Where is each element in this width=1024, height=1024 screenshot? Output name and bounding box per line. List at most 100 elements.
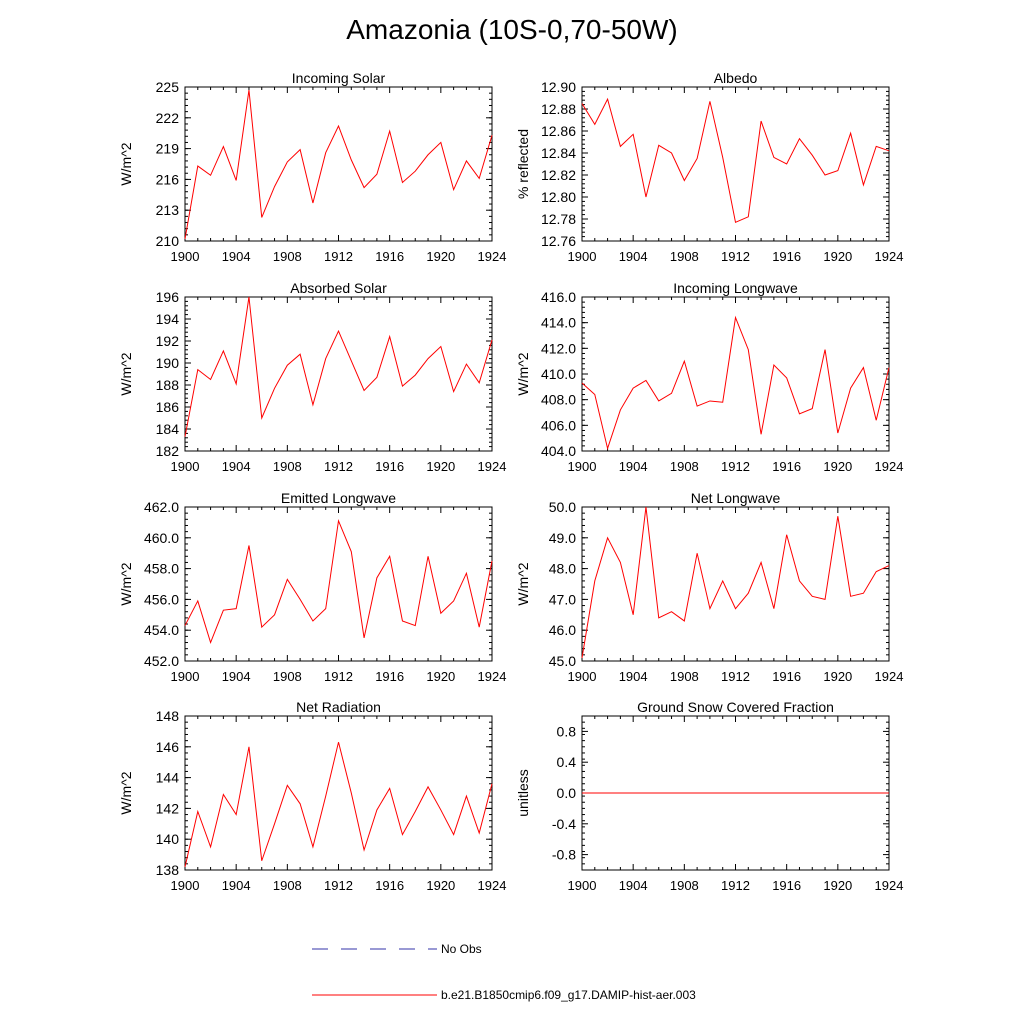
y-tick-label: -0.4 <box>552 816 576 832</box>
y-tick-label: 47.0 <box>549 591 576 607</box>
y-tick-label: 404.0 <box>541 443 576 459</box>
y-tick-label: 49.0 <box>549 530 576 546</box>
x-tick-label: 1924 <box>875 249 904 264</box>
plot-frame <box>184 296 493 452</box>
y-tick-label: 0.0 <box>557 785 577 801</box>
x-tick-label: 1900 <box>568 249 597 264</box>
x-tick-label: 1916 <box>375 669 404 684</box>
x-tick-label: 1912 <box>324 878 353 893</box>
panel-title: Albedo <box>714 70 758 86</box>
y-axis-label: W/m^2 <box>118 562 134 605</box>
y-tick-label: 184 <box>156 421 180 437</box>
y-tick-label: 0.8 <box>557 723 577 739</box>
x-tick-label: 1904 <box>619 249 648 264</box>
x-tick-label: 1904 <box>222 249 251 264</box>
panel-title: Incoming Longwave <box>673 280 798 296</box>
x-tick-label: 1916 <box>772 669 801 684</box>
y-axis-label: W/m^2 <box>515 352 531 395</box>
y-tick-label: 194 <box>156 311 180 327</box>
x-tick-label: 1920 <box>426 669 455 684</box>
x-tick-label: 1908 <box>670 669 699 684</box>
y-tick-label: 140 <box>156 831 180 847</box>
x-tick-label: 1916 <box>375 878 404 893</box>
x-tick-label: 1900 <box>171 669 200 684</box>
x-tick-label: 1900 <box>568 878 597 893</box>
panel-title: Net Radiation <box>296 699 381 715</box>
x-tick-label: 1920 <box>823 249 852 264</box>
y-tick-label: 146 <box>156 739 180 755</box>
chart-panel: 1900 1904 1908 1912 1916 1920 1924 138 140 142 144… <box>118 699 506 893</box>
chart-panel: 1900 1904 1908 1912 1916 1920 1924 210 213 216 219… <box>118 70 506 264</box>
x-tick-label: 1920 <box>426 459 455 474</box>
plot-frame <box>184 506 493 662</box>
series-line <box>581 97 890 224</box>
x-tick-label: 1916 <box>772 459 801 474</box>
x-tick-label: 1904 <box>619 669 648 684</box>
x-tick-label: 1920 <box>426 249 455 264</box>
x-tick-label: 1912 <box>721 459 750 474</box>
x-tick-label: 1924 <box>875 669 904 684</box>
x-tick-label: 1920 <box>823 669 852 684</box>
chart-panel: 1900 1904 1908 1912 1916 1920 1924 12.76 12.78 12… <box>515 70 903 264</box>
x-tick-label: 1908 <box>670 249 699 264</box>
figure-title: Amazonia (10S-0,70-50W) <box>346 14 678 45</box>
y-tick-label: 192 <box>156 333 180 349</box>
plot-frame <box>581 86 890 242</box>
x-tick-label: 1912 <box>324 249 353 264</box>
x-tick-label: 1908 <box>273 249 302 264</box>
chart-panel: 1900 1904 1908 1912 1916 1920 1924 182 184 186 188… <box>118 280 506 474</box>
x-tick-label: 1916 <box>772 249 801 264</box>
series-line <box>184 296 493 437</box>
y-tick-label: 460.0 <box>144 530 179 546</box>
y-tick-label: 219 <box>156 141 180 157</box>
y-tick-label: 138 <box>156 862 180 878</box>
plot-frame <box>184 86 493 242</box>
y-tick-label: 225 <box>156 79 180 95</box>
x-tick-label: 1912 <box>721 669 750 684</box>
y-tick-label: 12.82 <box>541 167 576 183</box>
y-tick-label: 414.0 <box>541 315 576 331</box>
y-tick-label: 50.0 <box>549 499 576 515</box>
y-tick-label: 406.0 <box>541 417 576 433</box>
x-tick-label: 1924 <box>478 878 507 893</box>
x-tick-label: 1900 <box>171 878 200 893</box>
x-tick-label: 1904 <box>222 669 251 684</box>
y-tick-label: 462.0 <box>144 499 179 515</box>
x-tick-label: 1908 <box>670 459 699 474</box>
panel-title: Ground Snow Covered Fraction <box>637 699 834 715</box>
y-axis-label: W/m^2 <box>118 771 134 814</box>
y-axis-label: W/m^2 <box>118 352 134 395</box>
series-line <box>581 315 890 451</box>
y-tick-label: 142 <box>156 800 180 816</box>
y-tick-label: 210 <box>156 233 180 249</box>
x-tick-label: 1916 <box>375 249 404 264</box>
x-tick-label: 1916 <box>772 878 801 893</box>
x-tick-label: 1904 <box>222 459 251 474</box>
x-tick-label: 1912 <box>721 249 750 264</box>
x-tick-label: 1900 <box>171 459 200 474</box>
x-tick-label: 1900 <box>171 249 200 264</box>
y-tick-label: 12.90 <box>541 79 576 95</box>
x-tick-label: 1924 <box>875 459 904 474</box>
y-tick-label: 12.80 <box>541 189 576 205</box>
y-tick-label: 12.84 <box>541 145 576 161</box>
y-axis-label: W/m^2 <box>118 142 134 185</box>
y-tick-label: 12.86 <box>541 123 576 139</box>
y-tick-label: 190 <box>156 355 180 371</box>
y-tick-label: 412.0 <box>541 340 576 356</box>
panel-title: Emitted Longwave <box>281 490 396 506</box>
x-tick-label: 1908 <box>273 459 302 474</box>
series-line <box>581 506 890 659</box>
x-tick-label: 1900 <box>568 669 597 684</box>
x-tick-label: 1908 <box>273 878 302 893</box>
y-tick-label: 188 <box>156 377 180 393</box>
y-tick-label: 213 <box>156 202 180 218</box>
x-tick-label: 1912 <box>324 459 353 474</box>
plot-frame <box>184 715 493 871</box>
x-tick-label: 1912 <box>721 878 750 893</box>
y-tick-label: 216 <box>156 171 180 187</box>
series-line <box>184 742 493 868</box>
y-tick-label: 48.0 <box>549 561 576 577</box>
y-axis-label: unitless <box>515 769 531 816</box>
